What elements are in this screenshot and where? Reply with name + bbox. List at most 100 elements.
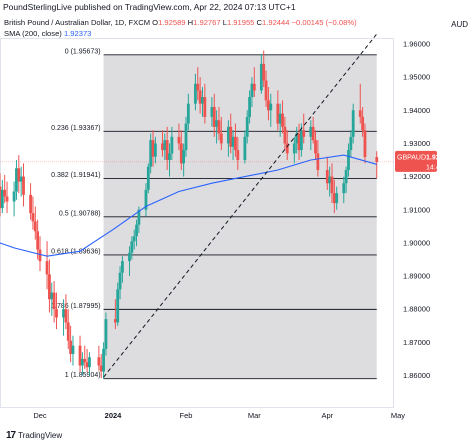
candle-body[interactable] bbox=[358, 110, 362, 117]
candle-body[interactable] bbox=[135, 224, 138, 237]
candle-body[interactable] bbox=[184, 123, 188, 151]
candle-body[interactable] bbox=[71, 345, 75, 354]
candle-body[interactable] bbox=[151, 140, 155, 157]
candle-body[interactable] bbox=[55, 309, 58, 318]
candle-body[interactable] bbox=[278, 113, 282, 124]
candle-body[interactable] bbox=[36, 231, 40, 250]
candle-body[interactable] bbox=[309, 126, 313, 137]
candle-body[interactable] bbox=[243, 136, 247, 161]
candle-body[interactable] bbox=[17, 168, 21, 182]
candle-body[interactable] bbox=[236, 150, 240, 161]
candle-body[interactable] bbox=[137, 209, 141, 225]
candle-body[interactable] bbox=[83, 358, 87, 363]
candle-body[interactable] bbox=[285, 143, 289, 154]
candle-body[interactable] bbox=[262, 63, 266, 81]
candle-body[interactable] bbox=[99, 365, 103, 372]
candle-body[interactable] bbox=[29, 194, 32, 214]
candle-body[interactable] bbox=[196, 83, 200, 91]
candle-body[interactable] bbox=[15, 168, 18, 192]
candle-body[interactable] bbox=[116, 289, 120, 323]
candle-body[interactable] bbox=[252, 83, 256, 91]
candle-body[interactable] bbox=[276, 103, 280, 124]
candle-body[interactable] bbox=[80, 358, 84, 366]
candle-body[interactable] bbox=[330, 176, 334, 194]
candle-body[interactable] bbox=[281, 113, 284, 127]
candle-body[interactable] bbox=[19, 176, 23, 182]
candle-body[interactable] bbox=[311, 126, 315, 141]
candle-body[interactable] bbox=[0, 186, 2, 209]
candle-body[interactable] bbox=[361, 116, 365, 131]
candle-body[interactable] bbox=[113, 319, 117, 323]
candle-body[interactable] bbox=[12, 191, 16, 202]
candle-body[interactable] bbox=[267, 100, 270, 111]
sma-200-line[interactable] bbox=[0, 154, 377, 257]
candle-body[interactable] bbox=[283, 126, 287, 144]
candle-body[interactable] bbox=[179, 143, 183, 164]
candle-body[interactable] bbox=[22, 176, 25, 195]
candle-body[interactable] bbox=[198, 90, 202, 104]
candle-body[interactable] bbox=[186, 103, 190, 124]
candle-body[interactable] bbox=[0, 189, 4, 209]
candle-body[interactable] bbox=[217, 120, 221, 134]
candle-body[interactable] bbox=[299, 130, 303, 151]
candle-body[interactable] bbox=[128, 252, 131, 262]
candle-body[interactable] bbox=[104, 319, 108, 349]
candle-body[interactable] bbox=[328, 176, 332, 184]
candle-body[interactable] bbox=[69, 340, 73, 354]
candle-body[interactable] bbox=[88, 357, 91, 368]
candle-body[interactable] bbox=[203, 97, 207, 117]
candle-body[interactable] bbox=[342, 183, 346, 194]
candle-body[interactable] bbox=[231, 136, 235, 147]
candle-body[interactable] bbox=[168, 153, 171, 161]
candle-body[interactable] bbox=[347, 150, 350, 170]
candle-body[interactable] bbox=[62, 309, 65, 318]
candle-body[interactable] bbox=[292, 143, 296, 154]
candle-body[interactable] bbox=[210, 106, 214, 117]
candle-body[interactable] bbox=[165, 140, 169, 161]
candle-body[interactable] bbox=[215, 120, 219, 127]
candle-body[interactable] bbox=[229, 126, 233, 147]
candle-body[interactable] bbox=[170, 136, 174, 154]
candle-body[interactable] bbox=[234, 136, 237, 151]
candle-body[interactable] bbox=[64, 309, 68, 323]
candle-body[interactable] bbox=[121, 261, 124, 273]
candle-body[interactable] bbox=[52, 292, 56, 310]
footer-brand[interactable]: 17 TradingView bbox=[6, 430, 62, 441]
candle-body[interactable] bbox=[163, 140, 167, 151]
candle-body[interactable] bbox=[153, 143, 157, 157]
candle-body[interactable] bbox=[316, 153, 320, 170]
candle-body[interactable] bbox=[149, 140, 153, 167]
candle-body[interactable] bbox=[245, 116, 249, 137]
candle-body[interactable] bbox=[264, 80, 268, 101]
candle-body[interactable] bbox=[250, 83, 254, 98]
candle-body[interactable] bbox=[302, 130, 306, 137]
candle-body[interactable] bbox=[201, 97, 204, 104]
candle-body[interactable] bbox=[269, 103, 273, 111]
candle-body[interactable] bbox=[3, 189, 7, 197]
candle-body[interactable] bbox=[259, 63, 263, 91]
candle-body[interactable] bbox=[5, 196, 9, 202]
candle-body[interactable] bbox=[363, 130, 367, 158]
candle-body[interactable] bbox=[332, 193, 336, 204]
candle-body[interactable] bbox=[130, 241, 134, 253]
candle-body[interactable] bbox=[349, 136, 353, 151]
candle-body[interactable] bbox=[146, 166, 150, 190]
candle-body[interactable] bbox=[45, 261, 49, 275]
candle-body[interactable] bbox=[161, 143, 164, 151]
candle-body[interactable] bbox=[66, 322, 70, 341]
candle-body[interactable] bbox=[132, 236, 136, 242]
candle-body[interactable] bbox=[335, 193, 339, 204]
dashed-trend-line[interactable] bbox=[103, 33, 378, 378]
candle-body[interactable] bbox=[297, 133, 301, 151]
candle-body[interactable] bbox=[48, 274, 51, 300]
candle-body[interactable] bbox=[344, 169, 348, 184]
candle-body[interactable] bbox=[144, 189, 148, 210]
candle-body[interactable] bbox=[102, 348, 105, 372]
candle-body[interactable] bbox=[212, 106, 216, 127]
candle-body[interactable] bbox=[375, 157, 379, 162]
candle-body[interactable] bbox=[50, 292, 54, 300]
candle-body[interactable] bbox=[314, 140, 317, 154]
candle-body[interactable] bbox=[33, 221, 37, 232]
candle-body[interactable] bbox=[194, 83, 197, 104]
